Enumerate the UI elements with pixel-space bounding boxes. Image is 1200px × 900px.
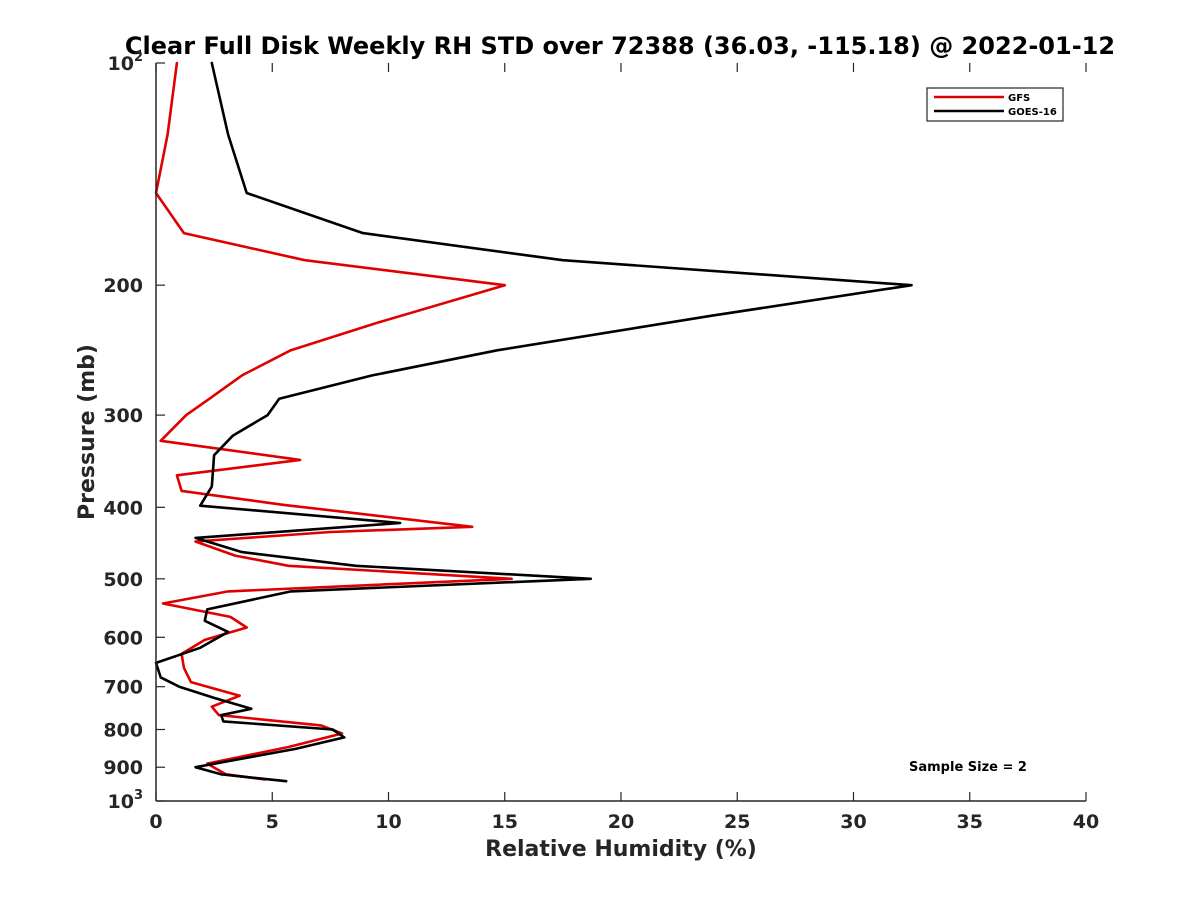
y-tick-exponent: 2 xyxy=(134,50,143,65)
legend-label-goes16: GOES-16 xyxy=(1008,107,1057,118)
series-line-gfs xyxy=(154,61,513,781)
y-tick-label: 900 xyxy=(103,757,143,779)
y-tick-label: 300 xyxy=(103,405,143,427)
x-tick-label: 30 xyxy=(840,811,866,833)
y-axis-label: Pressure (mb) xyxy=(75,344,100,520)
x-tick-label: 25 xyxy=(724,811,750,833)
y-tick-label: 102 xyxy=(108,50,144,75)
x-axis-label: Relative Humidity (%) xyxy=(485,837,757,862)
legend-label-gfs: GFS xyxy=(1008,93,1030,104)
x-tick-label: 5 xyxy=(266,811,279,833)
y-tick-label: 400 xyxy=(103,497,143,519)
x-tick-label: 10 xyxy=(375,811,401,833)
series-line-goes16 xyxy=(154,61,913,783)
x-tick-label: 20 xyxy=(608,811,634,833)
x-tick-label: 35 xyxy=(957,811,983,833)
y-tick-label: 600 xyxy=(103,627,143,649)
legend-box xyxy=(926,87,1064,122)
x-tick-label: 40 xyxy=(1073,811,1099,833)
y-tick-label: 103 xyxy=(108,788,144,813)
x-tick-label: 15 xyxy=(492,811,518,833)
sample-size-annotation: Sample Size = 2 xyxy=(909,760,1027,775)
y-tick-base: 10 xyxy=(108,791,134,813)
y-tick-label: 500 xyxy=(103,569,143,591)
y-tick-label: 700 xyxy=(103,677,143,699)
y-tick-label: 200 xyxy=(103,275,143,297)
x-ticks: 0 5 10 15 20 25 30 35 40 xyxy=(149,63,1099,833)
legend: GFS GOES-16 xyxy=(926,87,1064,122)
chart-title: Clear Full Disk Weekly RH STD over 72388… xyxy=(125,32,1115,60)
y-tick-label: 800 xyxy=(103,719,143,741)
axes xyxy=(155,63,1086,802)
x-tick-label: 0 xyxy=(149,811,162,833)
y-tick-base: 10 xyxy=(108,53,134,75)
series-group xyxy=(154,61,913,783)
y-tick-exponent: 3 xyxy=(134,788,143,803)
